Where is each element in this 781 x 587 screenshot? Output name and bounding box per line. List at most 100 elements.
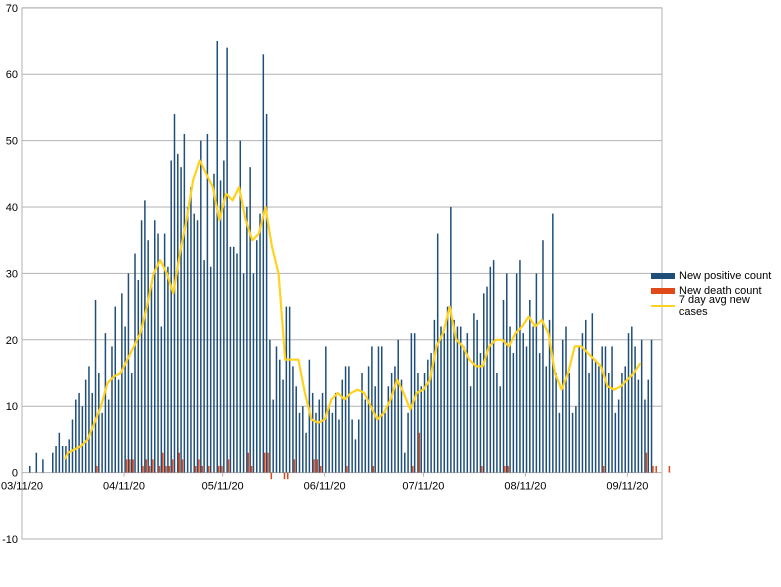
bar-positive [604,346,607,473]
bar-positive [219,180,222,473]
bar-positive [502,299,505,473]
bar-positive [111,346,113,473]
bar-death [270,472,273,480]
bar-positive [242,273,245,473]
x-tick-label: 08/11/20 [504,481,546,493]
bar-death [208,465,210,473]
bar-positive [568,373,571,473]
bar-death [250,465,253,473]
bar-positive [384,412,386,473]
bar-positive [367,366,370,473]
legend: New positive count New death count 7 day… [651,269,781,318]
bar-death [227,459,230,473]
bar-positive [594,359,597,473]
legend-swatch-positive [651,273,675,279]
bar-death [313,459,315,473]
bar-positive [450,207,452,473]
bar-death [221,465,223,473]
bar-positive [443,333,446,473]
bar-positive [150,286,153,473]
bar-positive [601,346,603,473]
bar-positive [555,373,557,473]
bar-positive [473,313,475,473]
bar-positive [361,373,363,473]
bar-positive [489,266,492,473]
y-tick-label: 70 [6,3,18,15]
bar-positive [532,326,534,473]
bar-positive [328,406,330,473]
bar-positive [617,399,620,473]
bar-positive [114,306,117,473]
bar-positive [433,319,436,473]
bar-positive [104,333,107,473]
x-axis: 03/11/20 04/11/20 05/11/20 06/11/20 07/11/20… [1,472,648,493]
bar-positive [423,373,426,473]
bar-positive [311,392,314,473]
bar-positive [644,399,646,473]
bar-positive [637,379,640,473]
bar-death [412,465,414,473]
bar-positive [190,187,192,473]
bar-positive [279,359,281,473]
bar-positive [565,326,567,473]
bar-positive [262,54,265,473]
bar-death [165,465,167,473]
x-tick-label: 04/11/20 [103,481,145,493]
bar-positive [292,366,294,473]
bar-positive [341,379,344,473]
bar-death [602,465,605,473]
avg-line [63,159,642,460]
bar-positive [538,353,541,473]
bar-positive [265,114,268,473]
bar-death [132,459,134,473]
bar-positive [321,392,324,473]
bar-death [655,465,657,473]
bar-positive [173,114,176,473]
bar-death [319,465,322,473]
bar-positive [147,240,149,473]
bar-positive [308,359,311,473]
bar-death [481,465,483,473]
bar-positive [236,253,238,473]
bar-positive [381,346,383,473]
bar-death [129,459,131,473]
bar-positive [631,326,633,473]
bar-positive [400,379,403,473]
bar-positive [331,412,334,473]
bar-positive [338,419,340,473]
bar-positive [522,333,524,473]
bar-positive [81,406,84,473]
bar-positive [640,339,643,473]
bar-positive [463,346,465,473]
y-tick-label: 10 [6,401,18,413]
bar-death [142,465,144,473]
bar-death [181,459,184,473]
x-tick-label: 09/11/20 [606,481,648,493]
bar-death [198,459,200,473]
bar-positive [440,326,442,473]
bar-death [652,465,654,473]
bar-positive [334,392,337,473]
bar-positive [117,379,120,473]
bar-positive [466,333,469,473]
bar-death [201,465,203,473]
bar-positive [259,213,261,473]
bar-positive [357,419,360,473]
bar-positive [78,392,80,473]
bar-positive [354,439,357,473]
bar-positive [209,266,212,473]
bar-positive [130,373,133,473]
bar-death [145,459,148,473]
legend-label-avg: 7 day avg new cases [678,294,750,318]
bar-positive [512,353,515,473]
bar-positive [52,452,54,473]
bar-positive [561,339,564,473]
bar-positive [140,220,143,473]
bar-positive [647,379,649,473]
bar-positive [430,353,432,473]
bar-positive [351,419,353,473]
y-tick-label: 20 [6,335,18,347]
bar-positive [608,373,610,473]
bar-positive [407,412,409,473]
bar-death [247,452,250,473]
